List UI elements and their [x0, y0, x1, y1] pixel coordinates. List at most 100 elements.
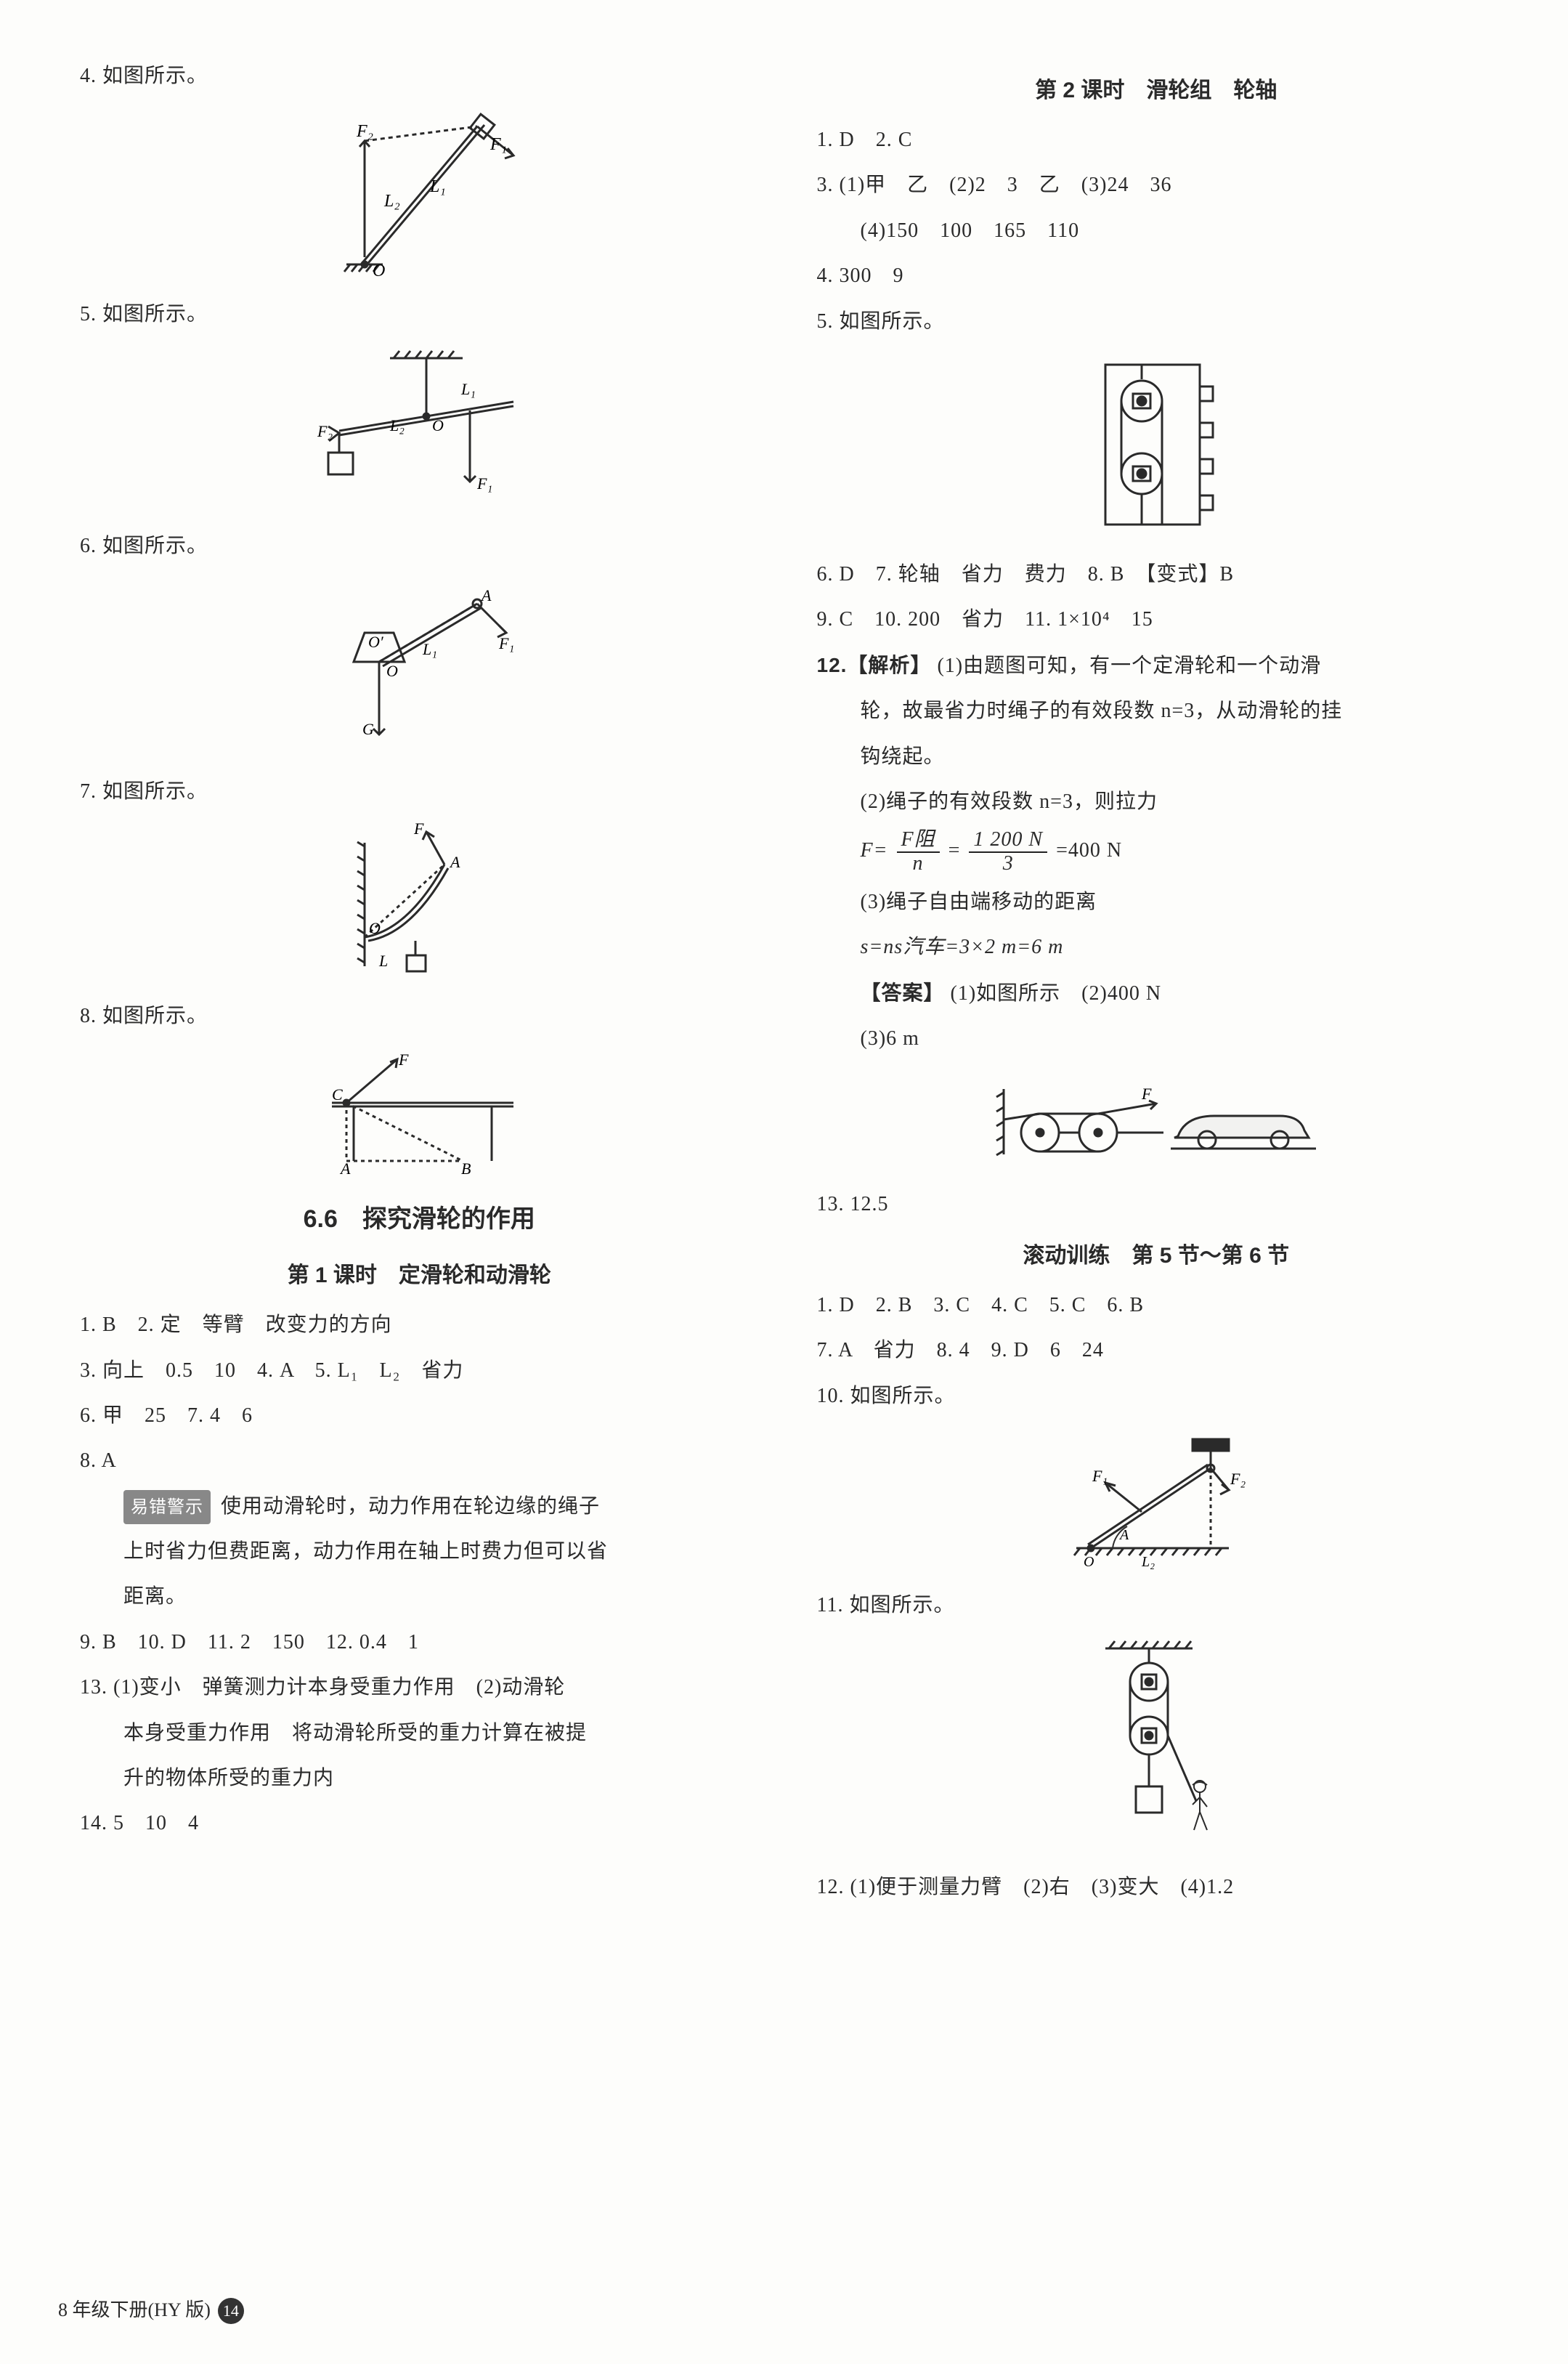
diagram-r12: F: [817, 1067, 1496, 1169]
r-ans-1-2: 1. D 2. C: [817, 122, 1496, 158]
t-ans-12: 12. (1)便于测量力臂 (2)右 (3)变大 (4)1.2: [817, 1869, 1496, 1906]
frac2-den: 3: [969, 853, 1047, 875]
label-A: A: [339, 1159, 351, 1175]
warn-line1: 易错警示 使用动滑轮时，动力作用在轮边缘的绳子: [80, 1489, 759, 1525]
label-F: F: [1141, 1085, 1152, 1103]
section-6-6-title: 6.6 探究滑轮的作用: [80, 1197, 759, 1242]
r-q5: 5. 如图所示。: [817, 304, 1496, 340]
label-F1: F₁: [498, 634, 514, 652]
t-q10: 10. 如图所示。: [817, 1378, 1496, 1414]
label-F: F: [398, 1051, 409, 1069]
r12-formula: F= F阻 n = 1 200 N 3 =400 N: [817, 829, 1496, 875]
formula-suffix: =400 N: [1056, 840, 1122, 862]
ans-13-2: 本身受重力作用 将动滑轮所受的重力计算在被提: [80, 1715, 759, 1752]
r-12-line1: 12.【解析】 (1)由题图可知，有一个定滑轮和一个动滑: [817, 647, 1496, 684]
r12-text3: 钩绕起。: [817, 739, 1496, 775]
lesson1-title: 第 1 课时 定滑轮和动滑轮: [80, 1256, 759, 1295]
label-O: O: [432, 416, 444, 434]
r-ans-6-8: 6. D 7. 轮轴 省力 费力 8. B 【变式】B: [817, 556, 1496, 593]
r12-text4: (2)绳子的有效段数 n=3，则拉力: [817, 784, 1496, 820]
eq1: =: [948, 840, 961, 862]
warn-line3: 距离。: [80, 1579, 759, 1615]
left-column: 4. 如图所示。 F₂ F₁ L₂: [80, 58, 759, 1915]
q6-text: 6. 如图所示。: [80, 528, 759, 564]
diagram-q4: F₂ F₁ L₂ L₁ O: [80, 105, 759, 279]
r-ans-3a: 3. (1)甲 乙 (2)2 3 乙 (3)24 36: [817, 167, 1496, 203]
frac1: F阻 n: [897, 829, 940, 875]
label-O: O: [369, 919, 381, 937]
q7-text: 7. 如图所示。: [80, 774, 759, 810]
diagram-q8: F C A B: [80, 1045, 759, 1175]
r12-text2: 轮，故最省力时绳子的有效段数 n=3，从动滑轮的挂: [817, 693, 1496, 729]
label-F1: F₁: [476, 474, 492, 493]
r12-text6: s=ns汽车=3×2 m=6 m: [817, 929, 1496, 966]
label-B: B: [461, 1159, 471, 1175]
ans-3-5: 3. 向上 0.5 10 4. A 5. L₁ L₂ 省力: [80, 1353, 759, 1389]
label-F2: F₂: [317, 422, 333, 440]
ans-13-1: 13. (1)变小 弹簧测力计本身受重力作用 (2)动滑轮: [80, 1669, 759, 1706]
label-F2: F₂: [356, 122, 373, 141]
r12-ans1: (1)如图所示 (2)400 N: [951, 982, 1162, 1005]
r-ans-13: 13. 12.5: [817, 1186, 1496, 1223]
two-column-layout: 4. 如图所示。 F₂ F₁ L₂: [80, 58, 1495, 1915]
r-ans-9-11: 9. C 10. 200 省力 11. 1×10⁴ 15: [817, 602, 1496, 638]
label-A: A: [1118, 1527, 1129, 1543]
q8-text: 8. 如图所示。: [80, 998, 759, 1035]
ans-8: 8. A: [80, 1443, 759, 1479]
t-ans-7-9: 7. A 省力 8. 4 9. D 6 24: [817, 1332, 1496, 1369]
r-ans-3b: (4)150 100 165 110: [817, 213, 1496, 249]
diagram-r11: [817, 1634, 1496, 1852]
ans-14: 14. 5 10 4: [80, 1805, 759, 1842]
frac2-num: 1 200 N: [969, 829, 1047, 853]
label-L: L: [378, 952, 388, 970]
label-A: A: [449, 853, 460, 871]
r12-label: 12.【解析】: [817, 654, 932, 676]
diagram-r10: F₁ F₂ A O L₂: [817, 1425, 1496, 1570]
footer-text: 8 年级下册(HY 版): [58, 2294, 211, 2328]
warn-line2: 上时省力但费距离，动力作用在轴上时费力但可以省: [80, 1534, 759, 1570]
diagram-q7: F A O L: [80, 821, 759, 981]
t-ans-1-6: 1. D 2. B 3. C 4. C 5. C 6. B: [817, 1287, 1496, 1324]
ans-13-3: 升的物体所受的重力内: [80, 1760, 759, 1797]
label-L1: L₁: [460, 380, 476, 398]
label-G: G: [362, 720, 374, 738]
label-F2: F₂: [1230, 1470, 1246, 1488]
diagram-r5: [817, 350, 1496, 539]
label-F1: F₁: [1092, 1467, 1108, 1485]
label-F: F: [413, 821, 424, 838]
label-O: O: [373, 262, 385, 279]
label-L2: L₂: [1141, 1554, 1155, 1570]
label-A: A: [480, 586, 492, 604]
label-L1: L₁: [422, 640, 437, 658]
ans-6-7: 6. 甲 25 7. 4 6: [80, 1398, 759, 1434]
warn-tag: 易错警示: [123, 1490, 211, 1524]
label-C: C: [332, 1085, 343, 1104]
q4-text: 4. 如图所示。: [80, 58, 759, 94]
r12-ans-label: 【答案】: [861, 981, 945, 1004]
t-q11: 11. 如图所示。: [817, 1587, 1496, 1624]
label-Op: O′: [368, 633, 384, 651]
frac1-den: n: [897, 853, 940, 875]
right-column: 第 2 课时 滑轮组 轮轴 1. D 2. C 3. (1)甲 乙 (2)2 3…: [817, 58, 1496, 1915]
r12-text1: (1)由题图可知，有一个定滑轮和一个动滑: [937, 655, 1321, 677]
label-O: O: [1084, 1554, 1094, 1570]
label-F1: F₁: [490, 135, 507, 154]
ans-9-12: 9. B 10. D 11. 2 150 12. 0.4 1: [80, 1624, 759, 1661]
label-L2: L₂: [383, 192, 400, 211]
label-L1: L₁: [429, 177, 446, 196]
frac2: 1 200 N 3: [969, 829, 1047, 875]
r-ans-4: 4. 300 9: [817, 258, 1496, 294]
r12-ans2: (3)6 m: [817, 1021, 1496, 1057]
formula-prefix: F=: [861, 840, 888, 862]
lesson2-title: 第 2 课时 滑轮组 轮轴: [817, 71, 1496, 110]
diagram-q6: A F₁ L₁ O′ O G: [80, 575, 759, 756]
q5-text: 5. 如图所示。: [80, 296, 759, 333]
label-O: O: [386, 662, 398, 680]
label-L2: L₂: [389, 416, 405, 434]
diagram-q5: L₁ L₂ O F₂ F₁: [80, 344, 759, 511]
warn-text1: 使用动滑轮时，动力作用在轮边缘的绳子: [221, 1495, 600, 1518]
r12-text5: (3)绳子自由端移动的距离: [817, 884, 1496, 920]
train-title: 滚动训练 第 5 节～第 6 节: [817, 1236, 1496, 1276]
ans-1-2: 1. B 2. 定 等臂 改变力的方向: [80, 1307, 759, 1343]
page-footer: 8 年级下册(HY 版) 14: [58, 2294, 244, 2328]
